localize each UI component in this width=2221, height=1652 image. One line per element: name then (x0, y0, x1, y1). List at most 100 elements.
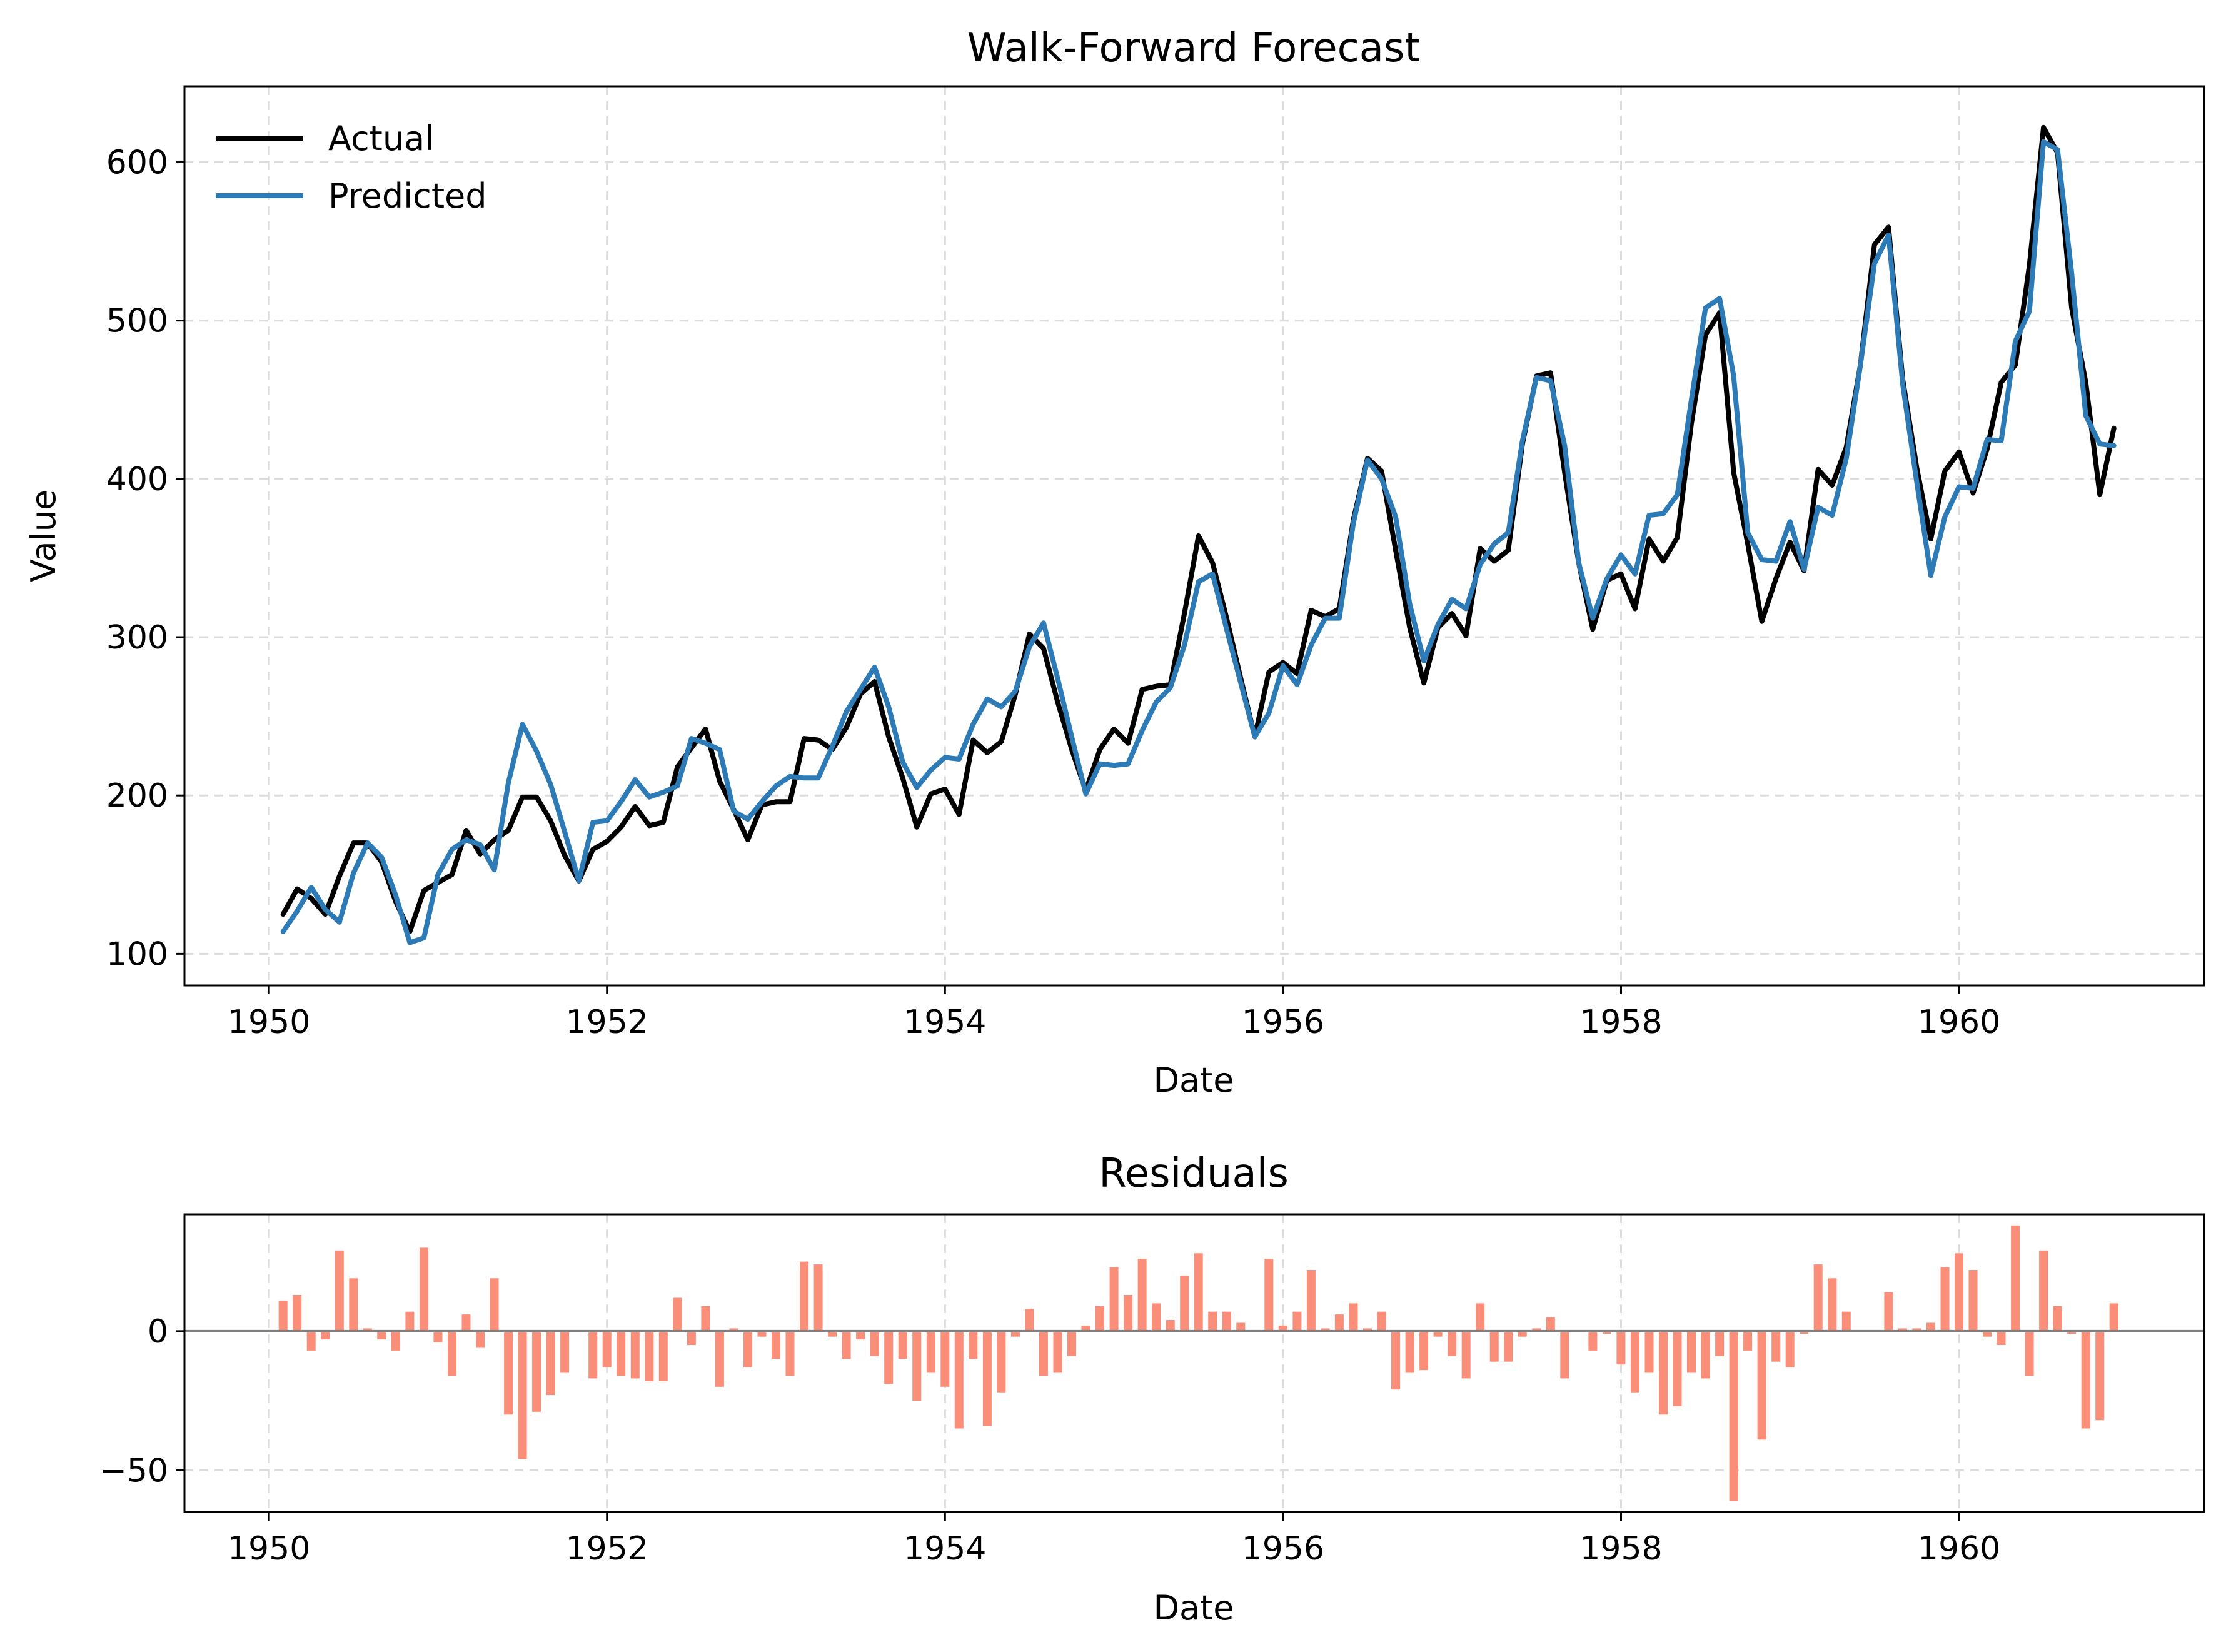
residual-bar (940, 1331, 950, 1387)
residual-bar (997, 1331, 1006, 1393)
residual-bar (1264, 1259, 1274, 1331)
residual-bar (630, 1331, 640, 1379)
residuals-plot-frame (183, 1213, 2205, 1513)
residual-bar (954, 1331, 964, 1429)
residual-bar (349, 1278, 358, 1331)
forecast-x-tick-label: 1956 (1242, 1004, 1324, 1041)
residual-bar (433, 1331, 443, 1342)
residual-bar (391, 1331, 400, 1351)
residual-bar (2053, 1306, 2062, 1331)
residual-bar (2011, 1225, 2020, 1331)
forecast-x-tick-label: 1954 (904, 1004, 986, 1041)
residual-bar (1926, 1322, 1935, 1331)
residual-bar (419, 1247, 428, 1331)
residual-bar (1377, 1311, 1386, 1331)
residual-bar (1940, 1267, 1950, 1331)
residual-bar (743, 1331, 752, 1367)
residual-bar (1560, 1331, 1569, 1379)
residual-bar (1222, 1311, 1231, 1331)
residual-bar (1124, 1295, 1133, 1331)
residual-bar (1489, 1331, 1499, 1362)
residual-bar (729, 1328, 738, 1331)
residual-bar (1349, 1303, 1358, 1331)
residual-bar (1109, 1267, 1119, 1331)
residual-bar (490, 1278, 499, 1331)
residual-bar (2109, 1303, 2118, 1331)
residual-bar (2081, 1331, 2090, 1429)
residual-bar (1898, 1328, 1907, 1331)
residual-bar (1771, 1331, 1781, 1362)
residual-bar (785, 1331, 795, 1376)
residual-bar (1391, 1331, 1400, 1390)
residual-bar (1955, 1253, 1963, 1331)
residual-bar (1687, 1331, 1696, 1373)
residual-bar (293, 1295, 302, 1331)
residual-bar (1743, 1331, 1753, 1351)
residual-bar (278, 1300, 288, 1331)
forecast-x-tick-label: 1952 (566, 1004, 648, 1041)
residual-bar (1180, 1275, 1189, 1331)
residual-bar (532, 1331, 541, 1412)
residual-bar (658, 1331, 668, 1381)
residual-bar (1137, 1259, 1147, 1331)
residuals-x-axis-label: Date (1153, 1588, 1234, 1628)
residual-bar (800, 1261, 808, 1331)
residual-bar (1785, 1331, 1795, 1367)
residual-bar (1025, 1309, 1034, 1331)
residual-bar (856, 1331, 865, 1340)
residual-bar (2095, 1331, 2105, 1421)
residuals-x-tick-label: 1950 (228, 1530, 310, 1568)
residual-bar (504, 1331, 513, 1415)
residual-bar (1334, 1314, 1344, 1331)
residual-bar (546, 1331, 555, 1396)
forecast-x-tick-label: 1960 (1918, 1004, 2000, 1041)
residual-bar (701, 1306, 710, 1331)
forecast-y-axis-label: Value (24, 490, 63, 582)
forecast-plot-frame (183, 85, 2205, 987)
residual-bar (1419, 1331, 1429, 1371)
forecast-y-tick-label: 600 (106, 144, 168, 182)
residuals-panel: Residuals 1950 1952 1954 1956 1958 1960 −50 0 D… (99, 1151, 2205, 1628)
residual-bar (1448, 1331, 1457, 1356)
residual-bar (1306, 1270, 1316, 1331)
residuals-y-tick-label: −50 (99, 1452, 168, 1489)
residual-bar (1053, 1331, 1062, 1373)
residual-bar (1673, 1331, 1682, 1406)
residual-bar (2039, 1250, 2048, 1331)
residual-bar (1518, 1331, 1527, 1337)
residual-bar (645, 1331, 654, 1381)
residual-bar (813, 1264, 823, 1331)
residual-bar (982, 1331, 992, 1426)
residual-bar (1757, 1331, 1766, 1440)
residuals-y-tick-label: 0 (148, 1313, 168, 1351)
residuals-title: Residuals (1099, 1151, 1289, 1197)
residual-bar (1236, 1322, 1246, 1331)
residual-bar (461, 1314, 471, 1331)
residual-bar (1476, 1303, 1485, 1331)
residual-bar (715, 1331, 724, 1387)
forecast-x-tick-label: 1950 (228, 1004, 310, 1041)
residual-bar (1983, 1331, 1992, 1337)
residual-bar (1067, 1331, 1076, 1356)
residual-bar (1010, 1331, 1020, 1337)
residual-bar (306, 1331, 316, 1351)
residual-bar (1715, 1331, 1725, 1356)
residual-bar (1405, 1331, 1414, 1373)
residual-bar (2067, 1331, 2077, 1334)
residual-bar (1828, 1278, 1837, 1331)
residual-bar (1644, 1331, 1654, 1373)
residuals-x-tick-label: 1958 (1579, 1530, 1662, 1568)
residuals-axis-ticks: 1950 1952 1954 1956 1958 1960 −50 0 (99, 1313, 2000, 1568)
forecast-y-tick-label: 300 (106, 619, 168, 657)
forecast-y-tick-label: 200 (106, 777, 168, 815)
residual-bar (1194, 1253, 1203, 1331)
residual-bar (1278, 1325, 1287, 1331)
residual-bar (1701, 1331, 1710, 1379)
residual-bar (1602, 1331, 1611, 1334)
residual-bar (1208, 1311, 1217, 1331)
residual-bar (1095, 1306, 1104, 1331)
residual-bar (1166, 1320, 1175, 1331)
residual-bar (617, 1331, 626, 1376)
residual-bar (321, 1331, 330, 1340)
